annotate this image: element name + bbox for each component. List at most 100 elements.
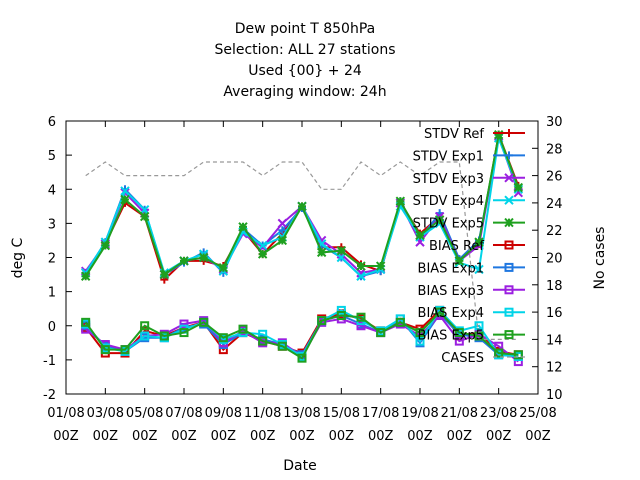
- x-tick-label-time: 00Z: [329, 429, 355, 444]
- data-point: [434, 215, 445, 225]
- series-bias-exp5: [81, 307, 523, 363]
- x-tick-label: 19/08: [401, 406, 438, 421]
- y2-axis-label: No cases: [592, 227, 608, 290]
- y2-tick-label: 24: [546, 197, 563, 212]
- legend-marker: [504, 240, 514, 250]
- legend-marker: [505, 129, 513, 137]
- data-point: [120, 345, 130, 355]
- data-point: [80, 271, 91, 281]
- x-tick-label-time: 00Z: [368, 429, 394, 444]
- legend-marker: [504, 262, 514, 272]
- legend-label: BIAS Exp5: [418, 329, 484, 344]
- legend-label: STDV Exp5: [413, 217, 484, 232]
- y-axis-label: deg C: [10, 237, 26, 278]
- y-tick-label: 6: [48, 115, 56, 130]
- series-group: [80, 129, 524, 367]
- data-point: [316, 247, 327, 258]
- data-point: [218, 263, 229, 273]
- data-point: [474, 237, 484, 247]
- y-tick-label: 1: [48, 286, 56, 301]
- data-point: [435, 307, 445, 317]
- series-cases: [85, 161, 519, 340]
- x-tick-label-time: 00Z: [525, 429, 551, 444]
- data-point: [139, 205, 150, 215]
- data-point: [356, 312, 366, 322]
- data-point: [454, 336, 464, 346]
- data-point: [513, 182, 524, 193]
- legend-label: BIAS Exp4: [418, 306, 484, 321]
- y2-tick-label: 12: [546, 361, 563, 376]
- y2-tick-label: 20: [546, 252, 563, 267]
- data-point: [257, 249, 268, 259]
- data-point: [336, 311, 346, 321]
- data-point: [218, 333, 228, 343]
- y-tick-label: 5: [48, 149, 56, 164]
- data-point: [336, 245, 347, 256]
- legend-marker: [505, 151, 513, 160]
- data-point: [277, 218, 288, 229]
- y2-tick-label: 22: [546, 224, 563, 239]
- chart-title-line: Used {00} + 24: [248, 63, 362, 79]
- x-tick-label-time: 00Z: [211, 429, 237, 444]
- legend-label: BIAS Exp1: [418, 261, 484, 276]
- chart-title-line: Dew point T 850hPa: [235, 21, 375, 37]
- data-point: [159, 269, 170, 280]
- y-tick-label: -2: [43, 388, 56, 403]
- data-point: [356, 321, 366, 331]
- data-point: [474, 264, 484, 275]
- data-point: [278, 226, 287, 235]
- data-point: [317, 316, 327, 326]
- x-tick-label: 25/08: [519, 406, 556, 421]
- x-tick-label: 07/08: [165, 406, 202, 421]
- data-point: [100, 240, 111, 251]
- y2-axis-ticks: 10 12 14 16 18 20 22 24 26 28 30: [532, 115, 563, 403]
- x-tick-label: 11/08: [244, 406, 281, 421]
- x-tick-label: 23/08: [480, 406, 517, 421]
- chart-title: Dew point T 850hPa Selection: ALL 27 stat…: [214, 21, 395, 100]
- data-point: [395, 317, 405, 327]
- x-tick-label: 05/08: [126, 406, 163, 421]
- data-point: [297, 201, 307, 212]
- x-tick-label-time: 00Z: [132, 429, 158, 444]
- data-point: [199, 317, 209, 327]
- x-tick-label: 17/08: [362, 406, 399, 421]
- y2-tick-label: 30: [546, 115, 563, 130]
- data-point: [198, 252, 209, 263]
- x-axis-ticks: 01/08 00Z 03/08 00Z 05/08 00Z 07/08 00Z 09/08 00Z…: [47, 121, 557, 444]
- y2-tick-label: 10: [546, 388, 563, 403]
- y-axis-ticks: -2 -1 0 1 2 3 4 5 6: [43, 115, 72, 403]
- data-point: [376, 328, 386, 338]
- data-point: [140, 331, 150, 341]
- data-point: [395, 196, 406, 206]
- y-tick-label: 0: [48, 320, 56, 335]
- x-tick-label: 21/08: [441, 406, 478, 421]
- data-point: [277, 235, 288, 246]
- data-point: [454, 256, 465, 266]
- y2-tick-label: 14: [546, 333, 563, 348]
- y2-tick-label: 28: [546, 142, 563, 157]
- x-tick-label: 13/08: [283, 406, 320, 421]
- y-tick-label: 3: [48, 217, 56, 232]
- series-line: [85, 161, 519, 340]
- legend-marker: [504, 285, 514, 295]
- legend-marker: [504, 217, 514, 228]
- x-tick-label-time: 00Z: [486, 429, 512, 444]
- series-line: [84, 310, 519, 360]
- data-point: [179, 328, 189, 338]
- y-tick-label: -1: [43, 354, 56, 369]
- data-point: [139, 211, 150, 222]
- data-point: [513, 350, 523, 360]
- data-point: [336, 305, 346, 315]
- y-tick-label: 4: [48, 183, 56, 198]
- data-point: [238, 324, 248, 334]
- x-tick-label: 03/08: [87, 406, 124, 421]
- data-point: [159, 331, 169, 341]
- data-point: [277, 341, 287, 351]
- data-point: [356, 261, 366, 271]
- data-point: [415, 230, 425, 241]
- x-tick-label-time: 00Z: [407, 429, 433, 444]
- data-point: [257, 240, 268, 251]
- legend-marker: [504, 173, 514, 183]
- legend-label: STDV Exp4: [413, 194, 484, 209]
- legend-label: BIAS Exp3: [418, 284, 484, 299]
